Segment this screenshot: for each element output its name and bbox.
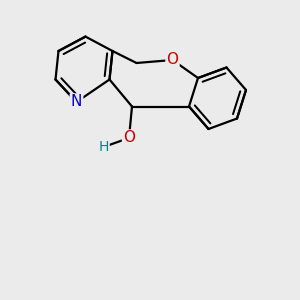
Text: N: N (71, 94, 82, 110)
Text: O: O (123, 130, 135, 146)
Text: H: H (98, 140, 109, 154)
Text: O: O (167, 52, 178, 68)
